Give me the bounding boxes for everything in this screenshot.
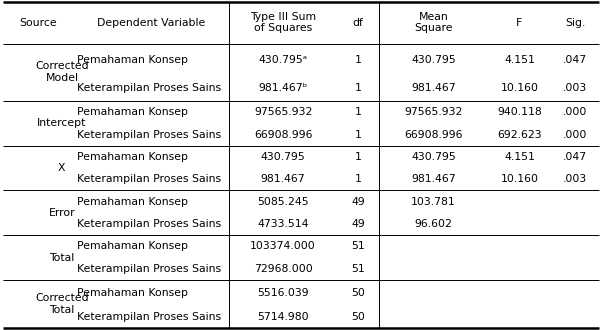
Text: 50: 50 bbox=[352, 312, 365, 322]
Text: 4.151: 4.151 bbox=[504, 152, 535, 162]
Text: .047: .047 bbox=[563, 54, 588, 65]
Text: 103374.000: 103374.000 bbox=[250, 241, 316, 251]
Text: 72968.000: 72968.000 bbox=[254, 264, 312, 274]
Text: Keterampilan Proses Sains: Keterampilan Proses Sains bbox=[77, 312, 222, 322]
Text: 49: 49 bbox=[352, 219, 365, 229]
Text: 97565.932: 97565.932 bbox=[254, 107, 312, 117]
Text: Error: Error bbox=[49, 208, 75, 218]
Text: Intercept: Intercept bbox=[37, 118, 87, 128]
Text: 981.467ᵇ: 981.467ᵇ bbox=[258, 83, 308, 93]
Text: Pemahaman Konsep: Pemahaman Konsep bbox=[77, 288, 188, 298]
Text: 1: 1 bbox=[355, 83, 362, 93]
Text: 430.795: 430.795 bbox=[411, 54, 456, 65]
Text: 692.623: 692.623 bbox=[497, 129, 542, 140]
Text: 1: 1 bbox=[355, 54, 362, 65]
Text: .003: .003 bbox=[563, 83, 588, 93]
Text: Pemahaman Konsep: Pemahaman Konsep bbox=[77, 241, 188, 251]
Text: 1: 1 bbox=[355, 174, 362, 184]
Text: 50: 50 bbox=[352, 288, 365, 298]
Text: 981.467: 981.467 bbox=[411, 83, 456, 93]
Text: Sig.: Sig. bbox=[565, 17, 586, 28]
Text: Dependent Variable: Dependent Variable bbox=[96, 17, 205, 28]
Text: 981.467: 981.467 bbox=[411, 174, 456, 184]
Text: 66908.996: 66908.996 bbox=[254, 129, 312, 140]
Text: Keterampilan Proses Sains: Keterampilan Proses Sains bbox=[77, 83, 222, 93]
Text: 96.602: 96.602 bbox=[414, 219, 452, 229]
Text: Mean
Square: Mean Square bbox=[414, 12, 453, 33]
Text: X: X bbox=[58, 163, 66, 173]
Text: Corrected
Model: Corrected Model bbox=[35, 61, 88, 83]
Text: Keterampilan Proses Sains: Keterampilan Proses Sains bbox=[77, 264, 222, 274]
Text: 430.795ᵃ: 430.795ᵃ bbox=[259, 54, 308, 65]
Text: 4.151: 4.151 bbox=[504, 54, 535, 65]
Text: Pemahaman Konsep: Pemahaman Konsep bbox=[77, 107, 188, 117]
Text: 5714.980: 5714.980 bbox=[257, 312, 309, 322]
Text: 1: 1 bbox=[355, 107, 362, 117]
Text: 103.781: 103.781 bbox=[411, 197, 456, 207]
Text: .003: .003 bbox=[563, 174, 588, 184]
Text: Keterampilan Proses Sains: Keterampilan Proses Sains bbox=[77, 174, 222, 184]
Text: 51: 51 bbox=[352, 264, 365, 274]
Text: Pemahaman Konsep: Pemahaman Konsep bbox=[77, 197, 188, 207]
Text: 981.467: 981.467 bbox=[261, 174, 305, 184]
Text: df: df bbox=[353, 17, 364, 28]
Text: .000: .000 bbox=[563, 107, 588, 117]
Text: 1: 1 bbox=[355, 152, 362, 162]
Text: Pemahaman Konsep: Pemahaman Konsep bbox=[77, 152, 188, 162]
Text: 430.795: 430.795 bbox=[411, 152, 456, 162]
Text: 10.160: 10.160 bbox=[500, 174, 538, 184]
Text: Corrected
Total: Corrected Total bbox=[35, 293, 88, 315]
Text: F: F bbox=[517, 17, 523, 28]
Text: 5516.039: 5516.039 bbox=[257, 288, 309, 298]
Text: 940.118: 940.118 bbox=[497, 107, 542, 117]
Text: Type III Sum
of Squares: Type III Sum of Squares bbox=[250, 12, 316, 33]
Text: 66908.996: 66908.996 bbox=[404, 129, 463, 140]
Text: 10.160: 10.160 bbox=[500, 83, 538, 93]
Text: 430.795: 430.795 bbox=[261, 152, 305, 162]
Text: Pemahaman Konsep: Pemahaman Konsep bbox=[77, 54, 188, 65]
Text: Keterampilan Proses Sains: Keterampilan Proses Sains bbox=[77, 129, 222, 140]
Text: 97565.932: 97565.932 bbox=[404, 107, 462, 117]
Text: Source: Source bbox=[19, 17, 57, 28]
Text: 4733.514: 4733.514 bbox=[258, 219, 309, 229]
Text: 51: 51 bbox=[352, 241, 365, 251]
Text: .047: .047 bbox=[563, 152, 588, 162]
Text: 49: 49 bbox=[352, 197, 365, 207]
Text: Keterampilan Proses Sains: Keterampilan Proses Sains bbox=[77, 219, 222, 229]
Text: Total: Total bbox=[49, 252, 75, 263]
Text: 1: 1 bbox=[355, 129, 362, 140]
Text: 5085.245: 5085.245 bbox=[257, 197, 309, 207]
Text: .000: .000 bbox=[563, 129, 588, 140]
